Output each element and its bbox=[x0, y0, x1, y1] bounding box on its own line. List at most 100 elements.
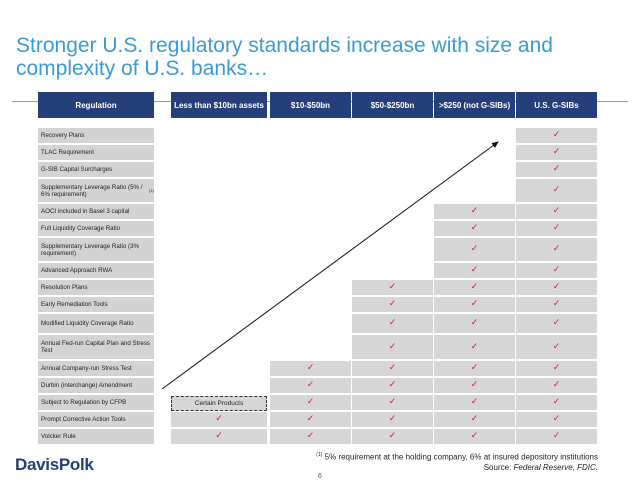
row-label-text: Prompt Corrective Action Tools bbox=[41, 416, 126, 423]
checkmark-icon: ✓ bbox=[388, 380, 397, 390]
row-label-text: Supplementary Leverage Ratio (5% / 6% re… bbox=[41, 183, 143, 198]
check-cell: ✓ bbox=[516, 179, 597, 202]
header-less-than-10bn: Less than $10bn assets bbox=[171, 92, 267, 118]
check-cell: ✓ bbox=[434, 361, 515, 376]
footnote-text: 5% requirement at the holding company, 6… bbox=[324, 452, 598, 462]
checkmark-icon: ✓ bbox=[306, 414, 315, 424]
check-cell: ✓ bbox=[352, 429, 433, 444]
checkmark-icon: ✓ bbox=[388, 341, 397, 352]
check-cell: ✓ bbox=[270, 429, 351, 444]
checkmark-icon: ✓ bbox=[552, 185, 561, 195]
check-cell: ✓ bbox=[516, 128, 597, 143]
row-label: Durbin (interchange) Amendment bbox=[38, 378, 154, 393]
check-cell: ✓ bbox=[516, 378, 597, 393]
check-cell: ✓ bbox=[516, 314, 597, 333]
row-label-text: Volcker Rule bbox=[41, 433, 76, 440]
checkmark-icon: ✓ bbox=[552, 397, 561, 407]
row-label: Full Liquidity Coverage Ratio bbox=[38, 221, 154, 236]
header-gsibs: U.S. G-SIBs bbox=[516, 92, 597, 118]
row-label-text: Annual Company-run Stress Test bbox=[41, 365, 132, 372]
row-label-text: Supplementary Leverage Ratio (3% require… bbox=[41, 242, 140, 257]
row-footnote-ref: (1) bbox=[149, 188, 154, 193]
checkmark-icon: ✓ bbox=[470, 431, 479, 441]
check-cell: ✓ bbox=[352, 335, 433, 359]
checkmark-icon: ✓ bbox=[388, 363, 397, 373]
check-cell: ✓ bbox=[352, 395, 433, 410]
checkmark-icon: ✓ bbox=[552, 380, 561, 390]
row-label: Annual Fed-run Capital Plan and Stress T… bbox=[38, 335, 154, 359]
check-cell: ✓ bbox=[434, 204, 515, 219]
check-cell: ✓ bbox=[434, 238, 515, 261]
checkmark-icon: ✓ bbox=[470, 363, 479, 373]
row-label-text: Annual Fed-run Capital Plan and Stress T… bbox=[41, 340, 151, 354]
checkmark-icon: ✓ bbox=[552, 318, 561, 328]
check-cell: ✓ bbox=[434, 297, 515, 312]
checkmark-icon: ✓ bbox=[470, 318, 479, 328]
row-label-text: Durbin (interchange) Amendment bbox=[41, 382, 133, 389]
row-label-text: Advanced Approach RWA bbox=[41, 267, 113, 274]
checkmark-icon: ✓ bbox=[388, 397, 397, 407]
source-label: Source: bbox=[483, 463, 512, 472]
check-cell: ✓ bbox=[434, 335, 515, 359]
check-cell: ✓ bbox=[516, 204, 597, 219]
row-label: Supplementary Leverage Ratio (3% require… bbox=[38, 238, 154, 261]
checkmark-icon: ✓ bbox=[470, 299, 479, 309]
check-cell: ✓ bbox=[516, 221, 597, 236]
checkmark-icon: ✓ bbox=[388, 414, 397, 424]
source-note: Source: Federal Reserve, FDIC. bbox=[380, 463, 598, 472]
footnote: (1) 5% requirement at the holding compan… bbox=[296, 452, 598, 462]
header-regulation: Regulation bbox=[38, 92, 154, 118]
checkmark-icon: ✓ bbox=[215, 414, 223, 424]
checkmark-icon: ✓ bbox=[470, 380, 479, 390]
row-label: Early Remediation Tools bbox=[38, 297, 154, 312]
check-cell: ✓ bbox=[516, 335, 597, 359]
row-label: G-SIB Capital Surcharges bbox=[38, 162, 154, 177]
check-cell: ✓ bbox=[434, 395, 515, 410]
check-cell: ✓ bbox=[434, 314, 515, 333]
row-label-text: Early Remediation Tools bbox=[41, 301, 108, 308]
check-cell: ✓ bbox=[516, 412, 597, 427]
row-label: Prompt Corrective Action Tools bbox=[38, 412, 154, 427]
row-label: Volcker Rule bbox=[38, 429, 154, 444]
header-50-250bn: $50-$250bn bbox=[352, 92, 433, 118]
checkmark-icon: ✓ bbox=[552, 341, 561, 352]
check-cell: ✓ bbox=[270, 395, 351, 410]
header-over-250bn: >$250 (not G-SIBs) bbox=[434, 92, 515, 118]
check-cell: ✓ bbox=[352, 297, 433, 312]
checkmark-icon: ✓ bbox=[552, 147, 561, 157]
checkmark-icon: ✓ bbox=[306, 380, 315, 390]
page-title: Stronger U.S. regulatory standards incre… bbox=[16, 34, 553, 80]
check-cell: ✓ bbox=[516, 280, 597, 295]
checkmark-icon: ✓ bbox=[388, 282, 397, 292]
row-label-text: AOCI included in Basel 3 capital bbox=[41, 208, 130, 215]
check-cell: ✓ bbox=[516, 429, 597, 444]
row-label-text: Modified Liquidity Coverage Ratio bbox=[41, 320, 134, 327]
row-label-text: TLAC Requirement bbox=[41, 149, 94, 156]
row-label: Resolution Plans bbox=[38, 280, 154, 295]
check-cell: ✓ bbox=[434, 412, 515, 427]
row-label: Modified Liquidity Coverage Ratio bbox=[38, 314, 154, 333]
checkmark-icon: ✓ bbox=[552, 363, 561, 373]
davis-polk-logo: DavisPolk bbox=[15, 455, 94, 474]
check-cell: ✓ bbox=[270, 361, 351, 376]
header-10-50bn: $10-$50bn bbox=[270, 92, 351, 118]
row-label: Advanced Approach RWA bbox=[38, 263, 154, 278]
checkmark-icon: ✓ bbox=[552, 282, 561, 292]
checkmark-icon: ✓ bbox=[470, 397, 479, 407]
checkmark-icon: ✓ bbox=[470, 244, 479, 254]
check-cell: ✓ bbox=[516, 361, 597, 376]
check-cell: ✓ bbox=[516, 162, 597, 177]
check-cell: ✓ bbox=[270, 378, 351, 393]
certain-products-box: Certain Products bbox=[171, 396, 267, 411]
check-cell: ✓ bbox=[516, 238, 597, 261]
check-cell: ✓ bbox=[434, 429, 515, 444]
checkmark-icon: ✓ bbox=[552, 414, 561, 424]
footnote-marker: (1) bbox=[316, 452, 323, 458]
checkmark-icon: ✓ bbox=[470, 206, 479, 216]
row-label-text: Resolution Plans bbox=[41, 284, 88, 291]
checkmark-icon: ✓ bbox=[215, 431, 223, 441]
check-cell: ✓ bbox=[434, 280, 515, 295]
checkmark-icon: ✓ bbox=[470, 341, 479, 352]
row-label: Subject to Regulation by CFPB bbox=[38, 395, 154, 410]
checkmark-icon: ✓ bbox=[552, 431, 561, 441]
